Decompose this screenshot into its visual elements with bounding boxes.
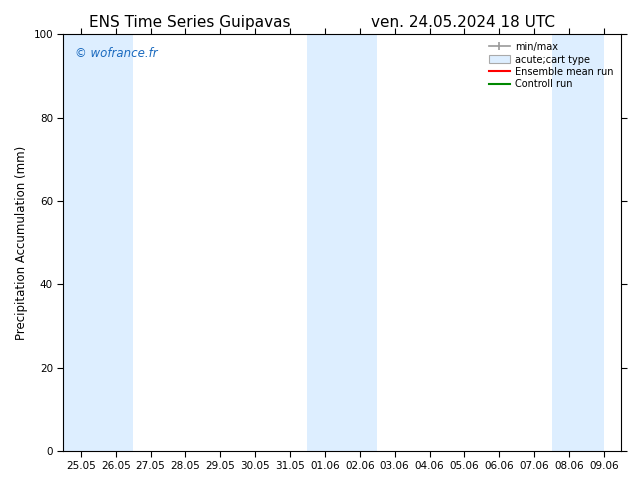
Y-axis label: Precipitation Accumulation (mm): Precipitation Accumulation (mm) [15,146,28,340]
Text: ven. 24.05.2024 18 UTC: ven. 24.05.2024 18 UTC [371,15,555,30]
Text: ENS Time Series Guipavas: ENS Time Series Guipavas [89,15,291,30]
Bar [552,34,604,451]
Bar [307,34,377,451]
Bar [63,34,133,451]
Legend: min/max, acute;cart type, Ensemble mean run, Controll run: min/max, acute;cart type, Ensemble mean … [486,39,616,92]
Text: © wofrance.fr: © wofrance.fr [75,47,157,60]
